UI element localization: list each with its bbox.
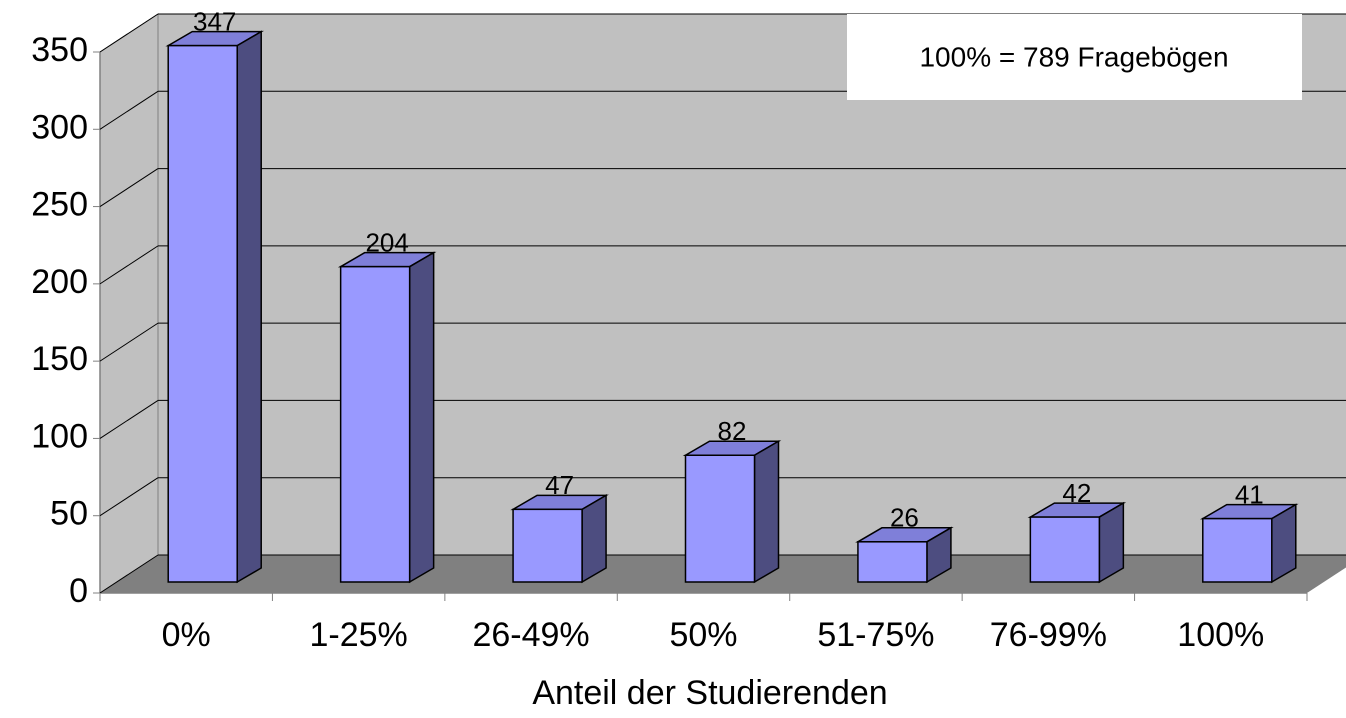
value-label: 42: [1062, 478, 1091, 508]
value-label: 347: [193, 7, 236, 37]
bar: [339, 265, 411, 583]
bar-side: [581, 494, 607, 584]
grid-line: [99, 13, 159, 53]
y-tick-label: 200: [31, 263, 88, 301]
bar-side: [753, 439, 780, 584]
grid-line: [99, 245, 159, 285]
bar: [857, 541, 928, 583]
x-axis-label: Anteil der Studierenden: [532, 674, 887, 712]
bar: [1029, 516, 1101, 583]
bar-side: [236, 30, 262, 584]
annotation: 100% = 789 Fragebögen: [919, 41, 1228, 72]
y-tick-label: 350: [31, 31, 88, 69]
grid-line: [99, 90, 159, 130]
y-tick-label: 0: [69, 572, 88, 610]
bar: [1202, 517, 1273, 583]
grid-line: [99, 322, 159, 362]
x-tick-label: 76-99%: [990, 616, 1107, 654]
value-label: 26: [890, 503, 919, 533]
value-label: 47: [545, 470, 574, 500]
left-wall: [99, 13, 159, 594]
y-tick-label: 100: [31, 417, 88, 455]
bar-side: [1271, 503, 1297, 584]
x-tick-label: 100%: [1177, 616, 1264, 654]
y-tick-label: 50: [50, 495, 88, 533]
bar: [512, 508, 583, 583]
x-tick-label: 50%: [669, 616, 737, 654]
grid-line: [99, 400, 159, 439]
y-tick-label: 300: [31, 108, 88, 146]
bar: [684, 454, 756, 583]
x-tick-label: 51-75%: [817, 616, 934, 654]
annotation-box: [847, 14, 1302, 100]
y-tick-label: 150: [31, 340, 88, 378]
value-label: 82: [718, 416, 747, 446]
bar-side: [408, 251, 435, 584]
y-tick-label: 250: [31, 186, 88, 224]
grid-line: [99, 477, 159, 517]
grid-line: [99, 554, 159, 594]
value-label: 204: [365, 228, 408, 258]
x-tick-label: 0%: [162, 616, 211, 654]
bar: [167, 44, 238, 583]
grid-line: [99, 168, 159, 207]
x-tick-label: 26-49%: [472, 616, 589, 654]
value-label: 41: [1235, 480, 1264, 510]
x-tick-label: 1-25%: [310, 616, 408, 654]
bar-side: [1098, 501, 1125, 584]
